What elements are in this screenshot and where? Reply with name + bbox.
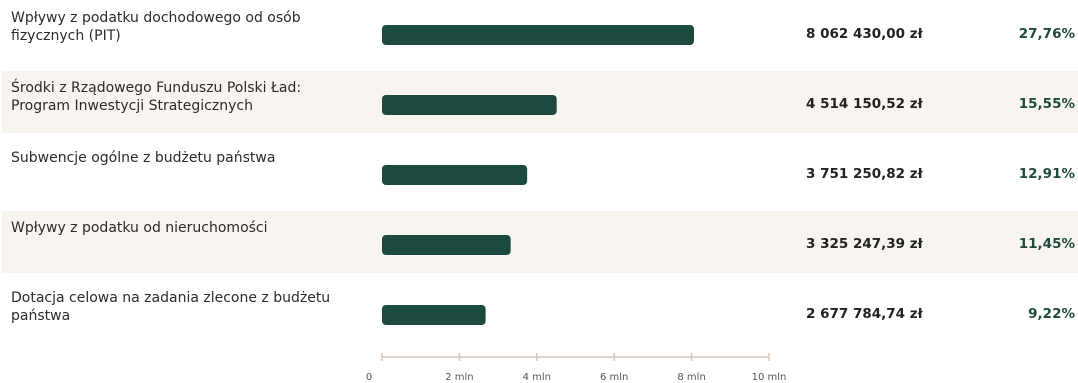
bar [382,235,511,255]
chart-row: Środki z Rządowego Funduszu Polski Ład: … [2,71,1078,133]
x-tick-label: 4 mln [523,372,551,383]
bar [382,305,486,325]
bar [382,25,695,45]
percent-label: 12,91% [1018,166,1075,182]
x-tick-label: 8 mln [677,372,705,383]
chart-row: Wpływy z podatku dochodowego od osób fiz… [2,1,1078,63]
x-tick-label: 10 mln [752,372,787,383]
percent-label: 27,76% [1018,26,1075,42]
chart-row: Subwencje ogólne z budżetu państwa 3 751 … [2,141,1078,203]
value-label: 4 514 150,52 zł [806,96,923,112]
bar [382,95,557,115]
value-label: 2 677 784,74 zł [806,306,923,322]
category-label: Wpływy z podatku od nieruchomości [11,220,268,236]
category-label: Subwencje ogólne z budżetu państwa [11,150,276,166]
chart-row: Dotacja celowa na zadania zlecone z budż… [2,281,1078,343]
percent-label: 11,45% [1018,236,1075,252]
x-tick-label: 2 mln [445,372,473,383]
value-label: 3 325 247,39 zł [806,236,923,252]
category-label: Dotacja celowa na zadania zlecone z budż… [11,290,331,324]
chart-row: Wpływy z podatku od nieruchomości 3 325 2… [2,211,1078,273]
percent-label: 15,55% [1018,96,1075,112]
x-tick-label: 0 [366,372,372,383]
value-label: 3 751 250,82 zł [806,166,923,182]
bar [382,165,528,185]
category-label: Wpływy z podatku dochodowego od osób fiz… [11,10,301,44]
value-label: 8 062 430,00 zł [806,26,923,42]
category-label: Środki z Rządowego Funduszu Polski Ład: … [11,80,302,114]
x-tick-label: 6 mln [600,372,628,383]
percent-label: 9,22% [1028,306,1075,322]
